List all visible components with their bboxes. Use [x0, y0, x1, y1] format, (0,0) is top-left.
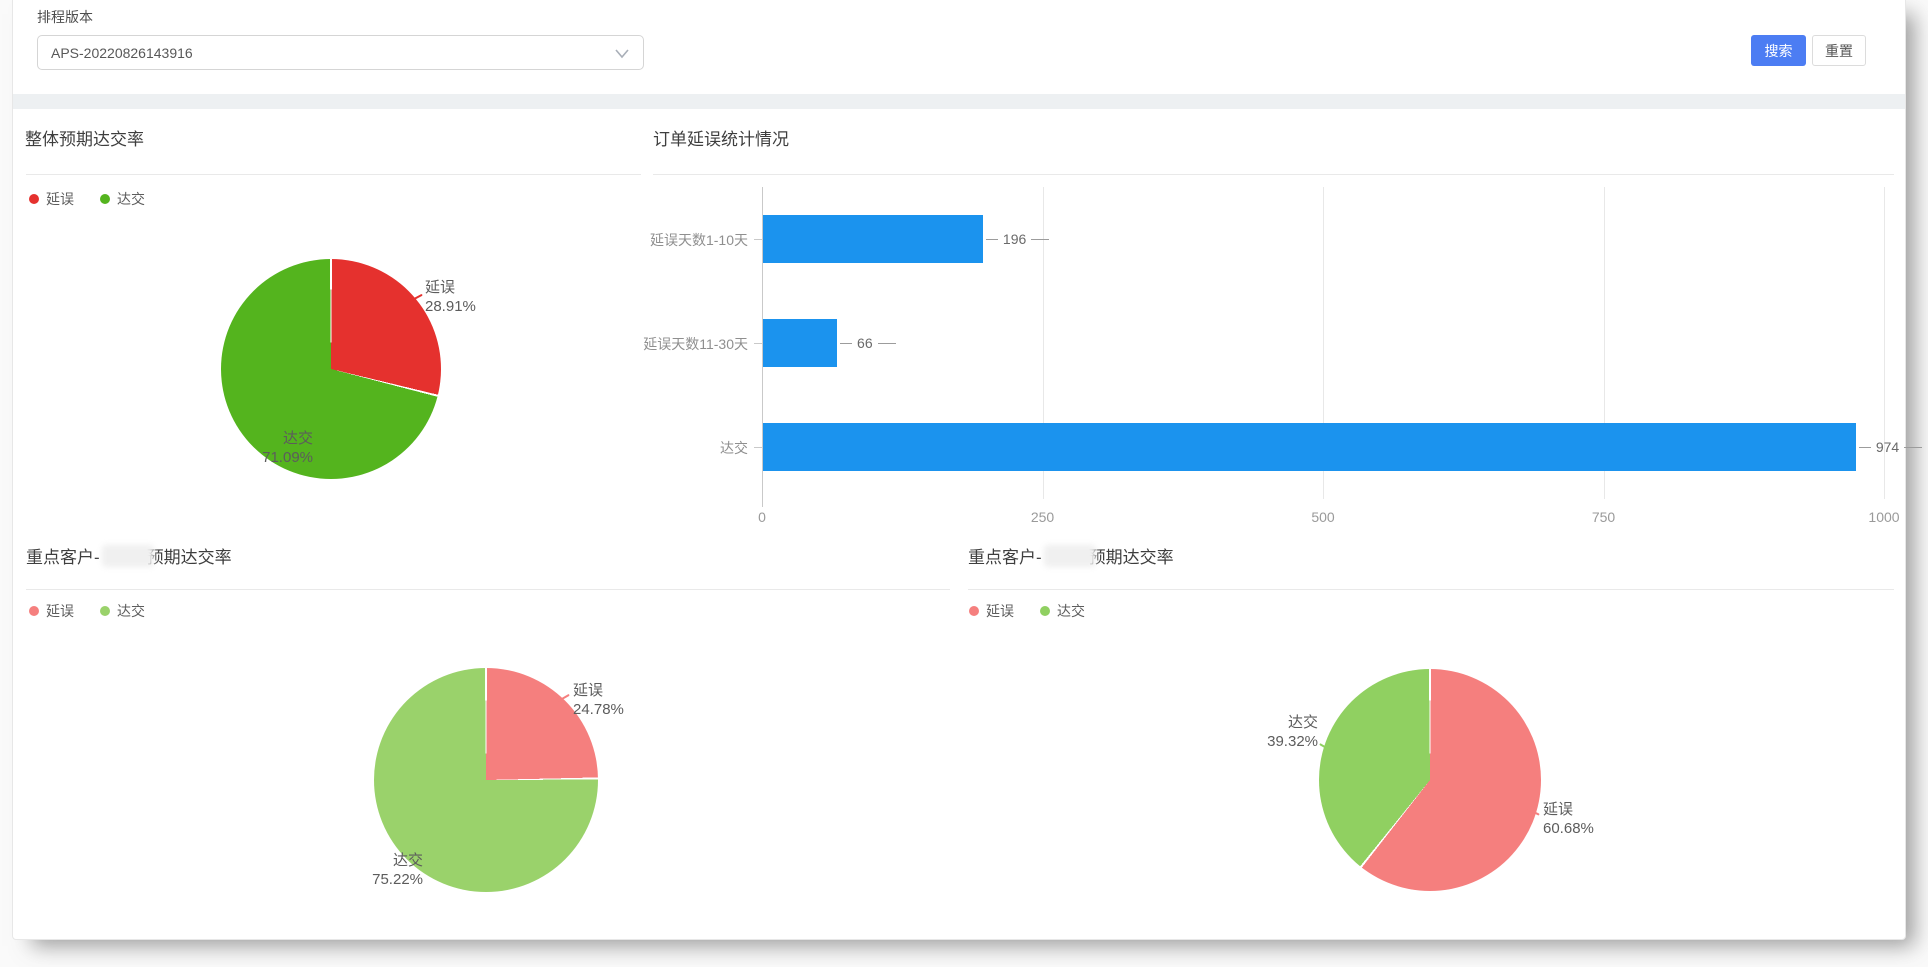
bar	[763, 215, 983, 263]
value-number: 66	[857, 335, 873, 351]
legend-key-customer-1: 延误 达交	[29, 601, 145, 621]
pie-chart-key-customer-1	[374, 668, 598, 892]
legend-label: 延误	[46, 603, 74, 619]
value-leader-dash	[985, 238, 998, 240]
select-value: APS-20220826143916	[51, 44, 193, 61]
pie-label-delivered: 达交 75.22%	[353, 851, 423, 889]
category-tick	[754, 343, 762, 344]
schedule-version-label: 排程版本	[37, 9, 93, 25]
section-divider-band	[13, 94, 1905, 109]
category-label: 延误天数11-30天	[643, 336, 748, 352]
legend-label: 延误	[46, 191, 74, 207]
pie-label-delay: 延误 28.91%	[425, 278, 476, 316]
chart-title-key-customer-1: 重点客户- 预期达交率	[26, 543, 232, 568]
category-tick	[754, 239, 762, 240]
chart-title-divider	[26, 174, 641, 175]
gridline	[1603, 187, 1605, 499]
legend-label: 达交	[1057, 603, 1085, 619]
pie-label-delay: 延误 24.78%	[573, 681, 624, 719]
chart-title-overall: 整体预期达交率	[25, 130, 144, 149]
bar	[763, 423, 1856, 471]
schedule-version-select[interactable]: APS-20220826143916	[37, 35, 644, 70]
x-tick-label: 750	[1591, 509, 1616, 525]
value-leader-dash	[1904, 446, 1923, 448]
x-tick-label: 500	[1311, 509, 1335, 525]
reset-button[interactable]: 重置	[1812, 35, 1866, 66]
legend-item-delay[interactable]: 延误	[29, 189, 74, 209]
search-button[interactable]: 搜索	[1751, 35, 1806, 66]
legend-item-delivered[interactable]: 达交	[100, 189, 145, 209]
pie-label-name: 延误	[573, 682, 604, 699]
pie-label-delivered: 达交 39.32%	[1250, 713, 1318, 751]
pie-label-delay: 延误 60.68%	[1543, 800, 1594, 838]
legend-dot-delivered	[100, 606, 110, 616]
pie-label-value: 71.09%	[262, 449, 313, 466]
category-label: 延误天数1-10天	[649, 232, 748, 248]
category-label: 达交	[720, 440, 748, 456]
x-tick-label: 1000	[1868, 509, 1900, 525]
pie-label-name: 达交	[1287, 714, 1318, 731]
value-leader-dash	[1031, 238, 1050, 240]
chart-title-divider	[968, 589, 1894, 590]
pie-label-value: 75.22%	[372, 871, 423, 888]
pie-label-delivered: 达交 71.09%	[233, 429, 313, 467]
category-tick	[754, 447, 762, 448]
title-redaction-blur	[101, 544, 154, 567]
legend-label: 达交	[117, 191, 145, 207]
pie-chart-key-customer-2	[1319, 669, 1541, 891]
legend-dot-delay	[29, 194, 39, 204]
value-leader-dash	[1858, 446, 1871, 448]
chevron-down-icon[interactable]	[613, 44, 631, 62]
value-number: 974	[1875, 439, 1900, 455]
value-number: 196	[1002, 231, 1027, 247]
chart-title-divider	[653, 174, 1894, 175]
title-redaction-blur	[1043, 544, 1096, 567]
pie-label-value: 28.91%	[425, 298, 476, 315]
legend-item-delay[interactable]: 延误	[29, 601, 74, 621]
legend-item-delay[interactable]: 延误	[969, 601, 1014, 621]
legend-dot-delivered	[1040, 606, 1050, 616]
gridline	[1042, 187, 1044, 499]
legend-label: 达交	[117, 603, 145, 619]
value-label: 66	[840, 334, 896, 352]
pie-label-value: 60.68%	[1543, 820, 1594, 837]
gridline	[1323, 187, 1324, 499]
chart-title-divider	[26, 589, 950, 590]
bar-chart-order-delay: 0 250 500 750 1000 延误天数1-10天 196 延误天数11-30天 66 达交…	[633, 182, 1923, 527]
bar	[763, 319, 838, 367]
pie-label-name: 延误	[425, 279, 456, 296]
x-tick-label: 250	[1030, 509, 1055, 525]
legend-key-customer-2: 延误 达交	[969, 601, 1085, 621]
legend-overall: 延误 达交	[29, 189, 145, 209]
legend-item-delivered[interactable]: 达交	[100, 601, 145, 621]
pie-label-name: 达交	[282, 430, 313, 447]
chart-title-order-delay: 订单延误统计情况	[653, 130, 789, 149]
legend-label: 延误	[986, 603, 1014, 619]
pie-chart-overall	[221, 259, 441, 479]
value-leader-dash	[840, 342, 853, 344]
pie-label-value: 24.78%	[573, 701, 624, 718]
value-label: 974	[1858, 438, 1923, 456]
dashboard-window: 排程版本 APS-20220826143916 搜索 重置 整体预期达交率 延误…	[12, 0, 1923, 940]
title-prefix: 重点客户-	[968, 548, 1042, 567]
title-suffix: 预期达交率	[146, 548, 232, 567]
legend-dot-delay	[969, 606, 979, 616]
value-leader-dash	[877, 342, 896, 344]
pie-label-value: 39.32%	[1267, 733, 1318, 750]
pie-label-name: 延误	[1543, 801, 1574, 818]
legend-dot-delay	[29, 606, 39, 616]
x-tick-label: 0	[758, 509, 766, 525]
title-prefix: 重点客户-	[26, 548, 100, 567]
pie-label-name: 达交	[392, 852, 423, 869]
legend-dot-delivered	[100, 194, 110, 204]
legend-item-delivered[interactable]: 达交	[1040, 601, 1085, 621]
title-suffix: 预期达交率	[1088, 548, 1174, 567]
value-label: 196	[985, 230, 1050, 248]
y-axis-line	[762, 187, 763, 507]
chart-title-key-customer-2: 重点客户- 预期达交率	[968, 543, 1174, 568]
gridline	[1884, 187, 1885, 499]
